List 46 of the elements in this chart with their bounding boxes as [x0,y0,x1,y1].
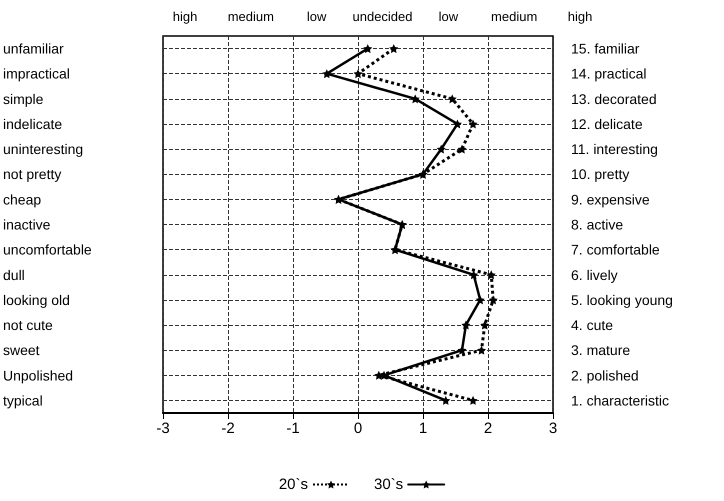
y2-tick-label: 3. mature [571,342,630,358]
text: high [568,9,592,24]
y-tick-label: cheap [3,191,42,208]
y2-tick-label: 9. expensive [571,191,650,208]
y2-tick-label: 11. interesting [571,141,658,158]
x-tick-label: -3 [156,420,170,437]
text: medium [491,9,538,24]
legend-label: 20`s [278,476,308,493]
text: low [306,9,328,24]
y2-tick-label: 14. practical [571,66,646,82]
y2-tick-label: 7. comfortable [571,242,660,258]
legend-label: 30`s [374,476,404,493]
y-tick-label: unfamiliar [3,40,64,57]
x-tick-label: 1 [418,420,428,437]
x-tick-label: -2 [221,420,235,437]
y-tick-label: uninteresting [3,141,84,158]
text: high [172,9,198,24]
y2-tick-label: 8. active [571,216,624,232]
y-tick-label: typical [3,392,43,408]
x-tick-label: -1 [286,420,300,437]
y-tick-label: simple [3,90,44,107]
x-tick-label: 3 [548,420,558,437]
y2-tick-label: 5. looking young [571,292,673,308]
text: low [438,9,459,24]
y-tick-label: not pretty [3,166,62,182]
y-tick-label: impractical [3,66,70,82]
y2-tick-label: 6. lively [571,266,618,283]
y-tick-label: Unpolished [3,367,74,384]
y2-tick-label: 10. pretty [571,166,630,182]
text: medium [228,9,274,24]
y-tick-label: not cute [3,317,54,334]
y-tick-label: inactive [3,216,51,232]
y2-tick-label: 2. polished [571,367,639,384]
y-tick-label: looking old [3,292,70,308]
y2-tick-label: 15. familiar [571,40,640,57]
y2-tick-label: 1. characteristic [571,392,670,408]
y2-tick-label: 12. delicate [571,116,643,132]
y-tick-label: dull [3,266,25,283]
y-tick-label: indelicate [3,116,62,132]
y2-tick-label: 13. decorated [571,90,657,107]
x-tick-label: 0 [354,420,362,437]
x-tick-label: 2 [484,420,492,437]
y-tick-label: uncomfortable [3,242,92,258]
y-tick-label: sweet [3,342,40,358]
text: undecided [352,9,412,24]
y2-tick-label: 4. cute [571,317,614,334]
